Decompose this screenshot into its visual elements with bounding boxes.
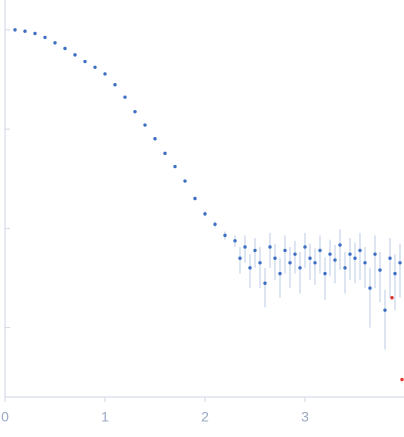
point [223,233,227,238]
x-tick-label: 0 [1,409,9,425]
point [328,252,332,256]
point [298,266,302,270]
point [378,268,382,272]
point [343,266,347,270]
point [293,252,297,256]
point [358,248,362,253]
point [258,261,262,265]
point [353,256,357,260]
point [33,31,37,36]
x-tick-label: 3 [301,409,309,425]
point [348,252,352,256]
point [13,28,17,32]
point [303,245,307,249]
point [393,271,397,276]
point [238,256,242,260]
point [193,196,197,201]
point [273,256,277,260]
point [283,248,287,253]
point [263,281,267,285]
point [163,151,167,156]
point [233,239,237,243]
point [248,266,252,270]
point [373,252,377,256]
point [173,164,177,169]
point [288,261,292,265]
point [398,261,402,265]
point [363,261,367,265]
point [253,248,257,253]
point [338,243,342,247]
point [133,109,137,114]
point [278,271,282,276]
point [323,271,327,276]
point [103,72,107,76]
point [23,29,27,33]
point [368,286,372,290]
point [63,46,67,51]
point [43,35,47,40]
x-tick-label: 1 [101,409,109,425]
point [73,53,77,57]
x-tick-label: 2 [201,409,209,425]
point [213,222,217,226]
point [388,256,392,260]
point [333,258,337,262]
point [203,212,207,216]
point [113,83,117,87]
point [243,245,247,249]
point [183,179,187,183]
point [123,95,127,99]
point [268,245,272,249]
point [53,41,57,45]
point [390,296,394,300]
point [400,377,404,382]
point [383,308,387,312]
point [313,261,317,265]
point [93,65,97,69]
point [143,123,147,127]
point [153,137,157,141]
point [83,59,87,64]
point [308,256,312,260]
point [318,248,322,253]
